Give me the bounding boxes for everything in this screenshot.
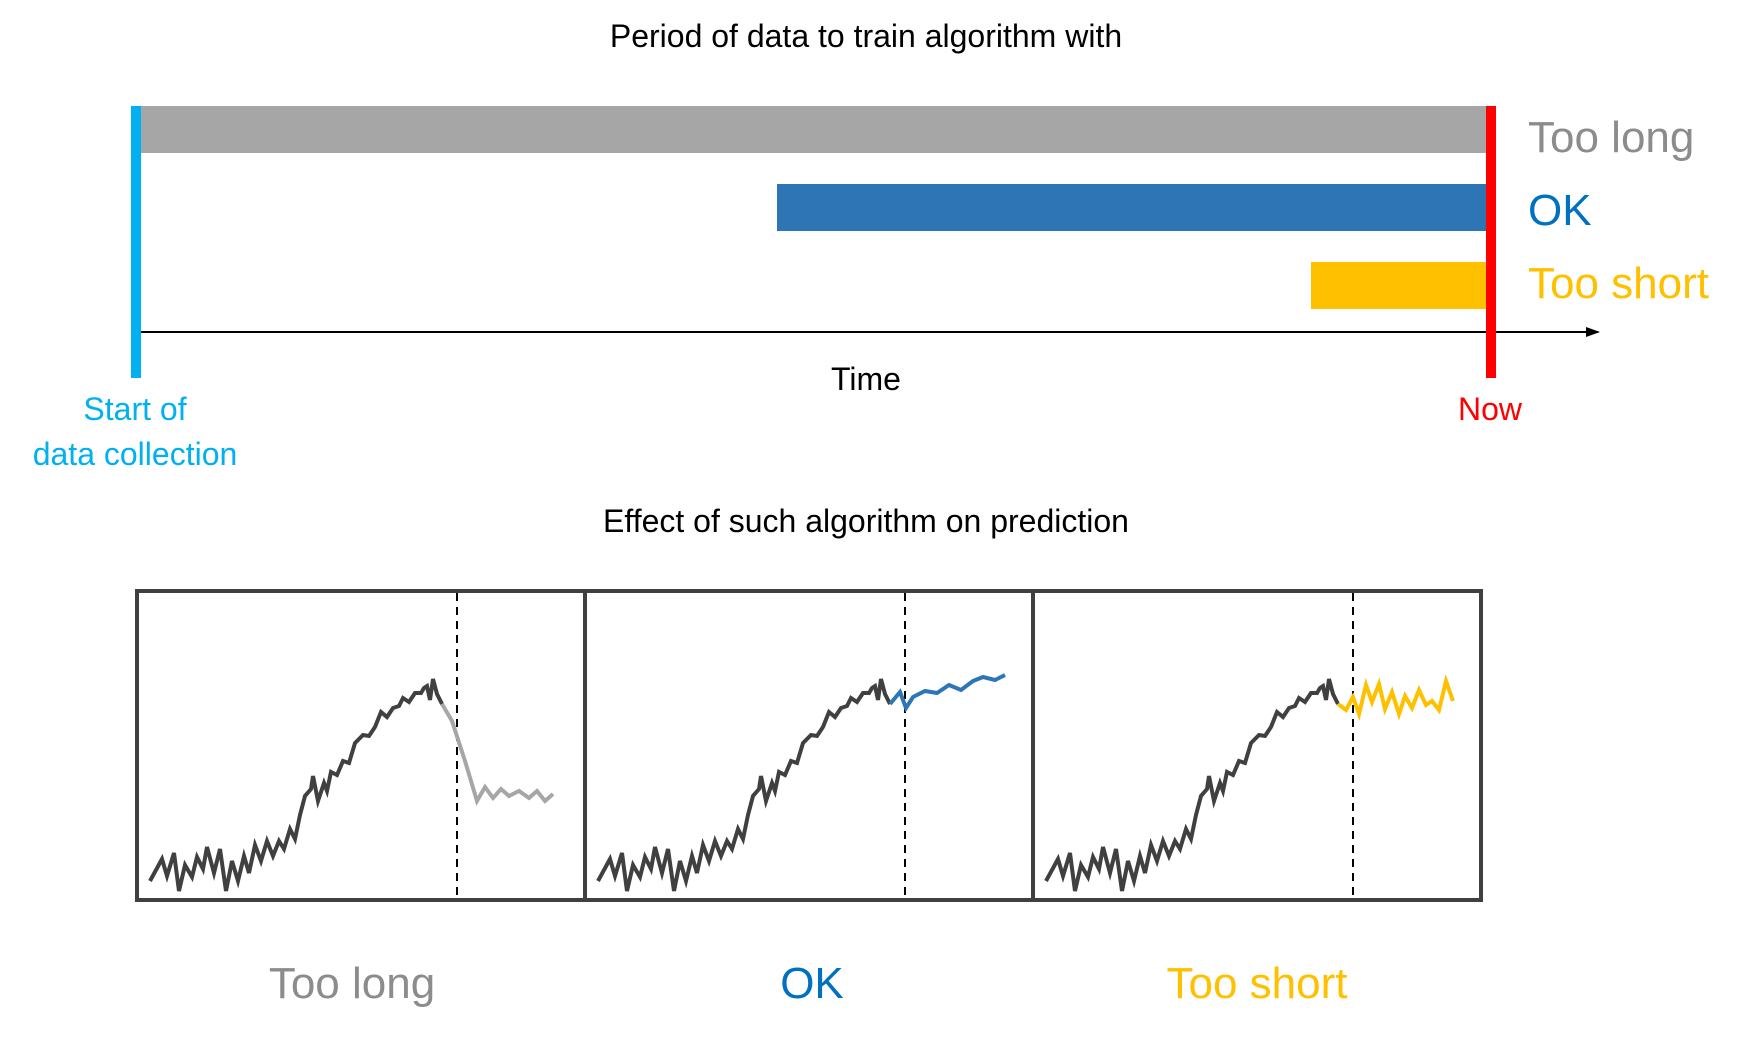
prediction-line <box>888 673 1006 713</box>
bar-ok <box>777 184 1491 231</box>
bar-too-short <box>1311 262 1491 309</box>
now-label: Now <box>1458 391 1523 427</box>
panel-label-too-long: Too long <box>269 959 435 1008</box>
bar-label-too-short: Too short <box>1528 259 1709 308</box>
prediction-line <box>440 702 555 807</box>
top-title: Period of data to train algorithm with <box>610 18 1122 54</box>
history-line <box>596 678 892 892</box>
bar-label-too-long: Too long <box>1528 113 1694 162</box>
panel-label-too-short: Too short <box>1167 959 1348 1008</box>
bottom-title: Effect of such algorithm on prediction <box>603 503 1129 539</box>
start-label-line1: Start of <box>83 391 186 427</box>
panel-label-ok: OK <box>780 959 844 1008</box>
start-marker <box>131 106 141 378</box>
start-label-line2: data collection <box>33 436 238 472</box>
bar-too-long <box>140 106 1491 153</box>
time-axis-label: Time <box>831 361 901 397</box>
history-line <box>1044 678 1340 892</box>
prediction-line <box>1336 673 1455 722</box>
now-marker <box>1486 106 1496 378</box>
prediction-panels <box>135 589 1483 902</box>
bar-label-ok: OK <box>1528 186 1592 235</box>
history-line <box>148 678 444 892</box>
prediction-panel-frame <box>1031 589 1483 902</box>
